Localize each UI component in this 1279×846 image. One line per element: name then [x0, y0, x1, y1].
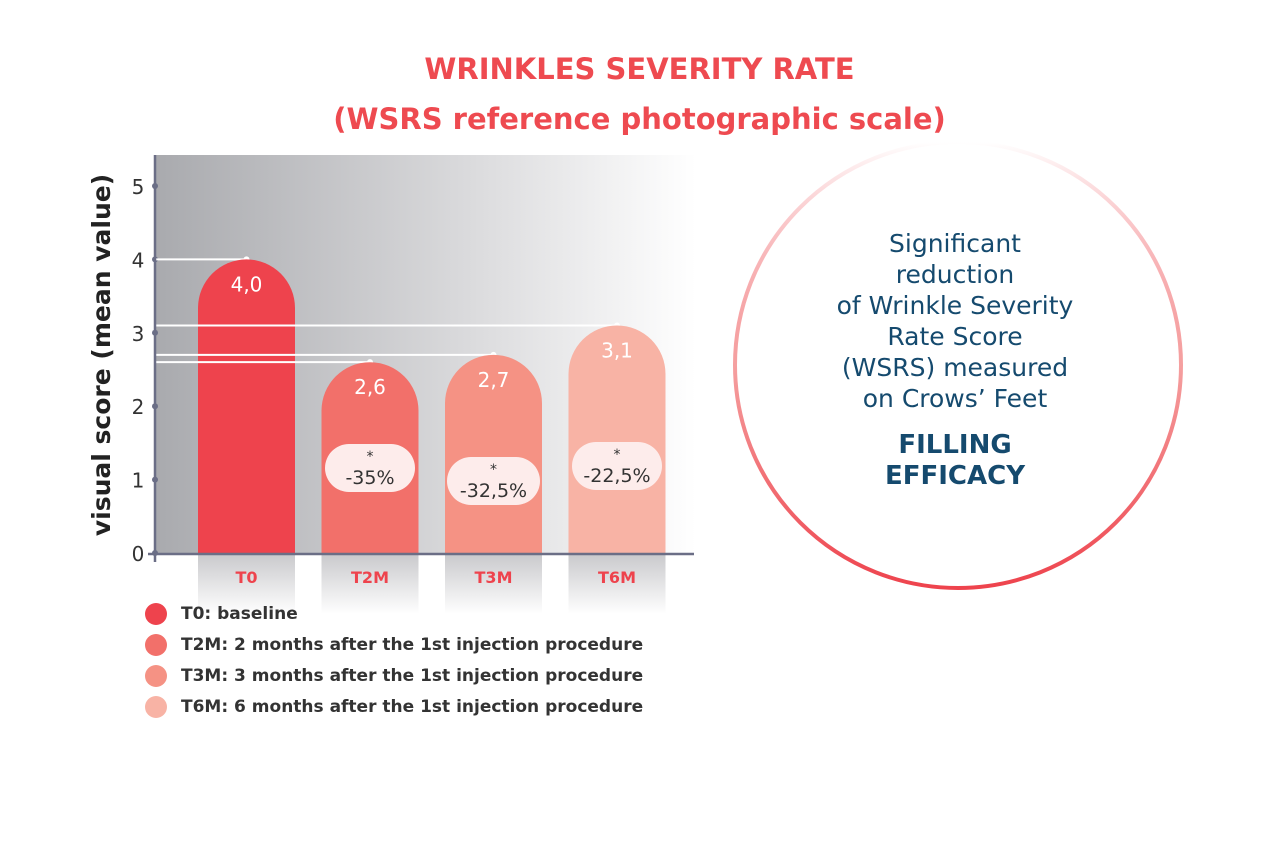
- legend-dot: [145, 602, 167, 625]
- legend-label: T3M: 3 months after the 1st injection pr…: [181, 665, 644, 686]
- change-label: -35%: [345, 467, 394, 489]
- category-band: [445, 554, 542, 614]
- legend-item: T6M: 6 months after the 1st injection pr…: [145, 691, 643, 722]
- bar-T6M: [568, 325, 666, 553]
- bar-T0: [198, 259, 295, 553]
- legend-label: T6M: 6 months after the 1st injection pr…: [181, 696, 644, 717]
- callout-line: Significant: [889, 229, 1021, 258]
- x-tick-label: T3M: [475, 568, 513, 587]
- change-label: -22,5%: [583, 465, 650, 487]
- callout-line: reduction: [895, 260, 1015, 289]
- change-badge: [325, 444, 415, 492]
- category-band: [198, 554, 295, 614]
- legend-item: T3M: 3 months after the 1st injection pr…: [145, 660, 643, 691]
- significance-marker: *: [490, 462, 497, 478]
- x-tick-label: T2M: [351, 568, 389, 587]
- y-tick-label: 4: [132, 248, 145, 272]
- chart-title: WRINKLES SEVERITY RATE: [424, 52, 855, 86]
- callout-highlight-line: EFFICACY: [884, 461, 1026, 491]
- callout-text: Significant reduction of Wrinkle Severit…: [790, 228, 1120, 492]
- category-band: [321, 554, 419, 614]
- callout-line: (WSRS) measured: [841, 353, 1069, 382]
- callout-line: of Wrinkle Severity: [836, 291, 1074, 320]
- callout-line: on Crows’ Feet: [862, 384, 1048, 413]
- legend-dot: [145, 664, 167, 687]
- change-badge: [572, 442, 662, 490]
- category-band: [568, 554, 666, 614]
- legend-label: T2M: 2 months after the 1st injection pr…: [181, 634, 644, 655]
- legend: T0: baseline T2M: 2 months after the 1st…: [145, 598, 643, 722]
- y-tick-label: 0: [132, 542, 145, 566]
- legend-label: T0: baseline: [181, 603, 298, 624]
- y-axis-label: visual score (mean value): [87, 174, 116, 536]
- y-tick-label: 1: [132, 469, 145, 493]
- callout-highlight-line: FILLING: [898, 430, 1012, 460]
- legend-dot: [145, 633, 167, 656]
- callout-circle: [733, 140, 1183, 590]
- y-tick-label: 2: [132, 395, 145, 419]
- callout-highlight: FILLING EFFICACY: [790, 430, 1120, 492]
- legend-dot: [145, 695, 167, 718]
- bar-value-label: 2,6: [354, 375, 386, 399]
- x-tick-label: T6M: [598, 568, 636, 587]
- chart-subtitle: (WSRS reference photographic scale): [333, 102, 946, 136]
- callout-line: Rate Score: [887, 322, 1023, 351]
- y-tick-label: 3: [132, 322, 145, 346]
- x-tick-label: T0: [235, 568, 257, 587]
- y-tick-label: 5: [132, 175, 145, 199]
- change-label: -32,5%: [460, 480, 527, 502]
- significance-marker: *: [614, 447, 621, 463]
- legend-item: T0: baseline: [145, 598, 643, 629]
- legend-item: T2M: 2 months after the 1st injection pr…: [145, 629, 643, 660]
- bar-value-label: 3,1: [601, 338, 633, 362]
- change-badge: [447, 457, 540, 505]
- bar-value-label: 4,0: [231, 272, 263, 296]
- bar-value-label: 2,7: [478, 368, 510, 392]
- significance-marker: *: [367, 449, 374, 465]
